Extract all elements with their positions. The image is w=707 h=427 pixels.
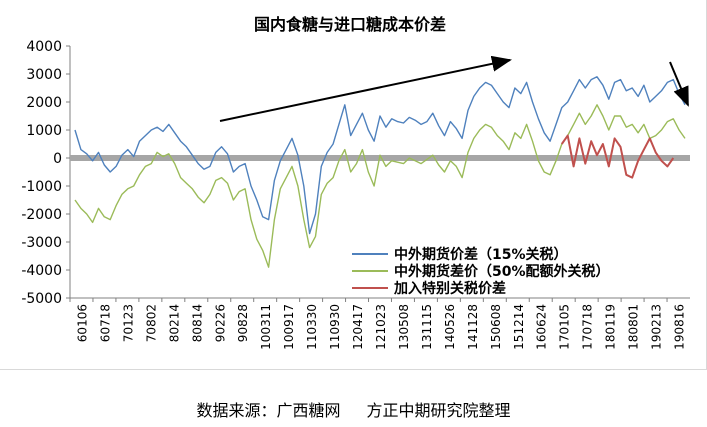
y-tick-label: 2000 [26, 95, 62, 111]
y-tick-label: 4000 [26, 39, 62, 55]
x-tick-label: 70123 [121, 304, 135, 342]
chart-title: 国内食糖与进口糖成本价差 [254, 15, 446, 34]
x-tick-label: 121023 [374, 304, 388, 350]
trend-arrow-down [669, 61, 689, 107]
x-tick-label: 110330 [305, 304, 319, 350]
x-tick-label: 100311 [259, 304, 273, 350]
x-tick-label: 120417 [351, 304, 365, 350]
x-tick-label: 60106 [75, 304, 89, 342]
y-tick-label: -4000 [21, 263, 62, 279]
series-line-1 [74, 104, 686, 268]
x-tick-label: 100917 [282, 304, 296, 350]
x-tick-label: 110930 [328, 304, 342, 350]
x-tick-label: 80214 [167, 304, 181, 342]
trend-arrow-up [219, 55, 512, 122]
source-organization: 方正中期研究院整理 [366, 401, 511, 420]
y-tick-label: 3000 [26, 67, 62, 83]
x-tick-label: 90828 [236, 304, 250, 342]
y-tick-label: 1000 [26, 123, 62, 139]
x-tick-label: 150608 [489, 304, 503, 350]
x-tick-label: 190213 [650, 304, 664, 350]
source-label: 数据来源：广西糖网 [196, 401, 341, 420]
x-tick-label: 70802 [144, 304, 158, 342]
y-tick-label: -5000 [21, 291, 62, 307]
x-tick-label: 141128 [466, 304, 480, 350]
series-line-0 [74, 76, 686, 235]
x-tick-label: 170718 [581, 304, 595, 350]
legend-label: 加入特别关税价差 [393, 280, 506, 297]
source-note: 数据来源：广西糖网 方正中期研究院整理 [0, 397, 707, 421]
x-tick-label: 170105 [558, 304, 572, 350]
x-tick-label: 90226 [213, 304, 227, 342]
x-tick-label: 80814 [190, 304, 204, 342]
series-line-2 [560, 134, 675, 179]
x-tick-label: 130508 [397, 304, 411, 350]
x-tick-label: 140526 [443, 304, 457, 350]
x-tick-label: 160624 [535, 304, 549, 350]
y-tick-label: 0 [53, 151, 62, 167]
y-tick-label: -3000 [21, 235, 62, 251]
x-tick-label: 180801 [627, 304, 641, 350]
legend-label: 中外期货差价（50%配额外关税） [394, 263, 610, 280]
x-tick-label: 151214 [512, 304, 526, 350]
x-tick-label: 180119 [604, 304, 618, 350]
chart-area: 国内食糖与进口糖成本价差 4000 3000 2000 1000 0 -1000 -2000 -… [21, 15, 690, 350]
x-tick-label: 60718 [98, 304, 112, 342]
y-tick-label: -1000 [21, 179, 62, 195]
y-tick-label: -2000 [21, 207, 62, 223]
x-tick-label: 190816 [673, 304, 687, 350]
legend-label: 中外期货价差（15%关税） [394, 246, 568, 263]
x-tick-label: 131115 [420, 304, 434, 350]
